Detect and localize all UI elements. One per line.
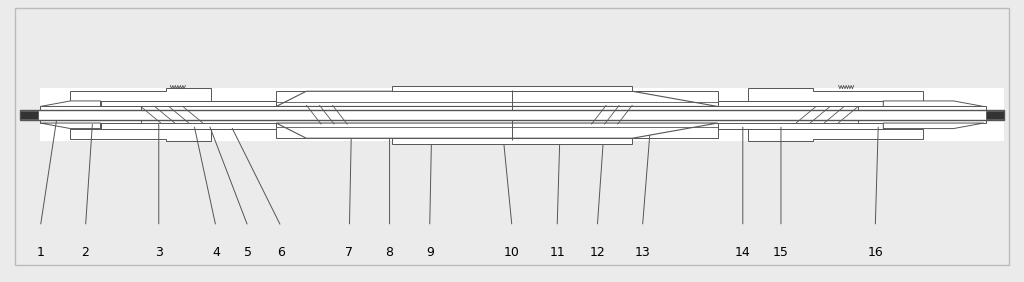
Text: 7: 7	[345, 246, 353, 259]
Text: 4: 4	[212, 246, 220, 259]
Polygon shape	[276, 123, 718, 138]
Text: 13: 13	[635, 246, 650, 259]
Bar	[858, 120, 986, 123]
Bar	[20, 111, 38, 119]
Polygon shape	[884, 123, 984, 129]
Bar	[40, 89, 1004, 141]
Bar	[100, 101, 276, 106]
Text: 11: 11	[549, 246, 565, 259]
Bar	[20, 110, 1004, 120]
Text: 10: 10	[504, 246, 520, 259]
Bar	[718, 101, 884, 106]
Polygon shape	[748, 129, 924, 141]
Polygon shape	[748, 89, 924, 101]
Text: 12: 12	[590, 246, 605, 259]
Text: 9: 9	[426, 246, 433, 259]
Text: 5: 5	[244, 246, 252, 259]
Bar	[100, 123, 276, 129]
Polygon shape	[276, 91, 718, 106]
Bar	[40, 120, 140, 123]
Polygon shape	[71, 129, 211, 141]
Polygon shape	[40, 101, 100, 106]
Bar	[40, 107, 140, 110]
Text: 6: 6	[278, 246, 285, 259]
Text: 8: 8	[386, 246, 393, 259]
Bar	[276, 91, 718, 106]
Text: 16: 16	[867, 246, 883, 259]
Text: 14: 14	[735, 246, 751, 259]
Text: 15: 15	[773, 246, 788, 259]
Bar	[391, 86, 633, 91]
Text: 1: 1	[37, 246, 44, 259]
Text: 3: 3	[155, 246, 163, 259]
Polygon shape	[71, 89, 211, 101]
Bar	[986, 111, 1004, 119]
Polygon shape	[40, 123, 100, 129]
Text: 2: 2	[82, 246, 89, 259]
Bar	[276, 123, 718, 138]
Bar	[858, 107, 986, 110]
Polygon shape	[884, 101, 984, 106]
Bar	[718, 123, 884, 129]
Bar	[391, 138, 633, 144]
